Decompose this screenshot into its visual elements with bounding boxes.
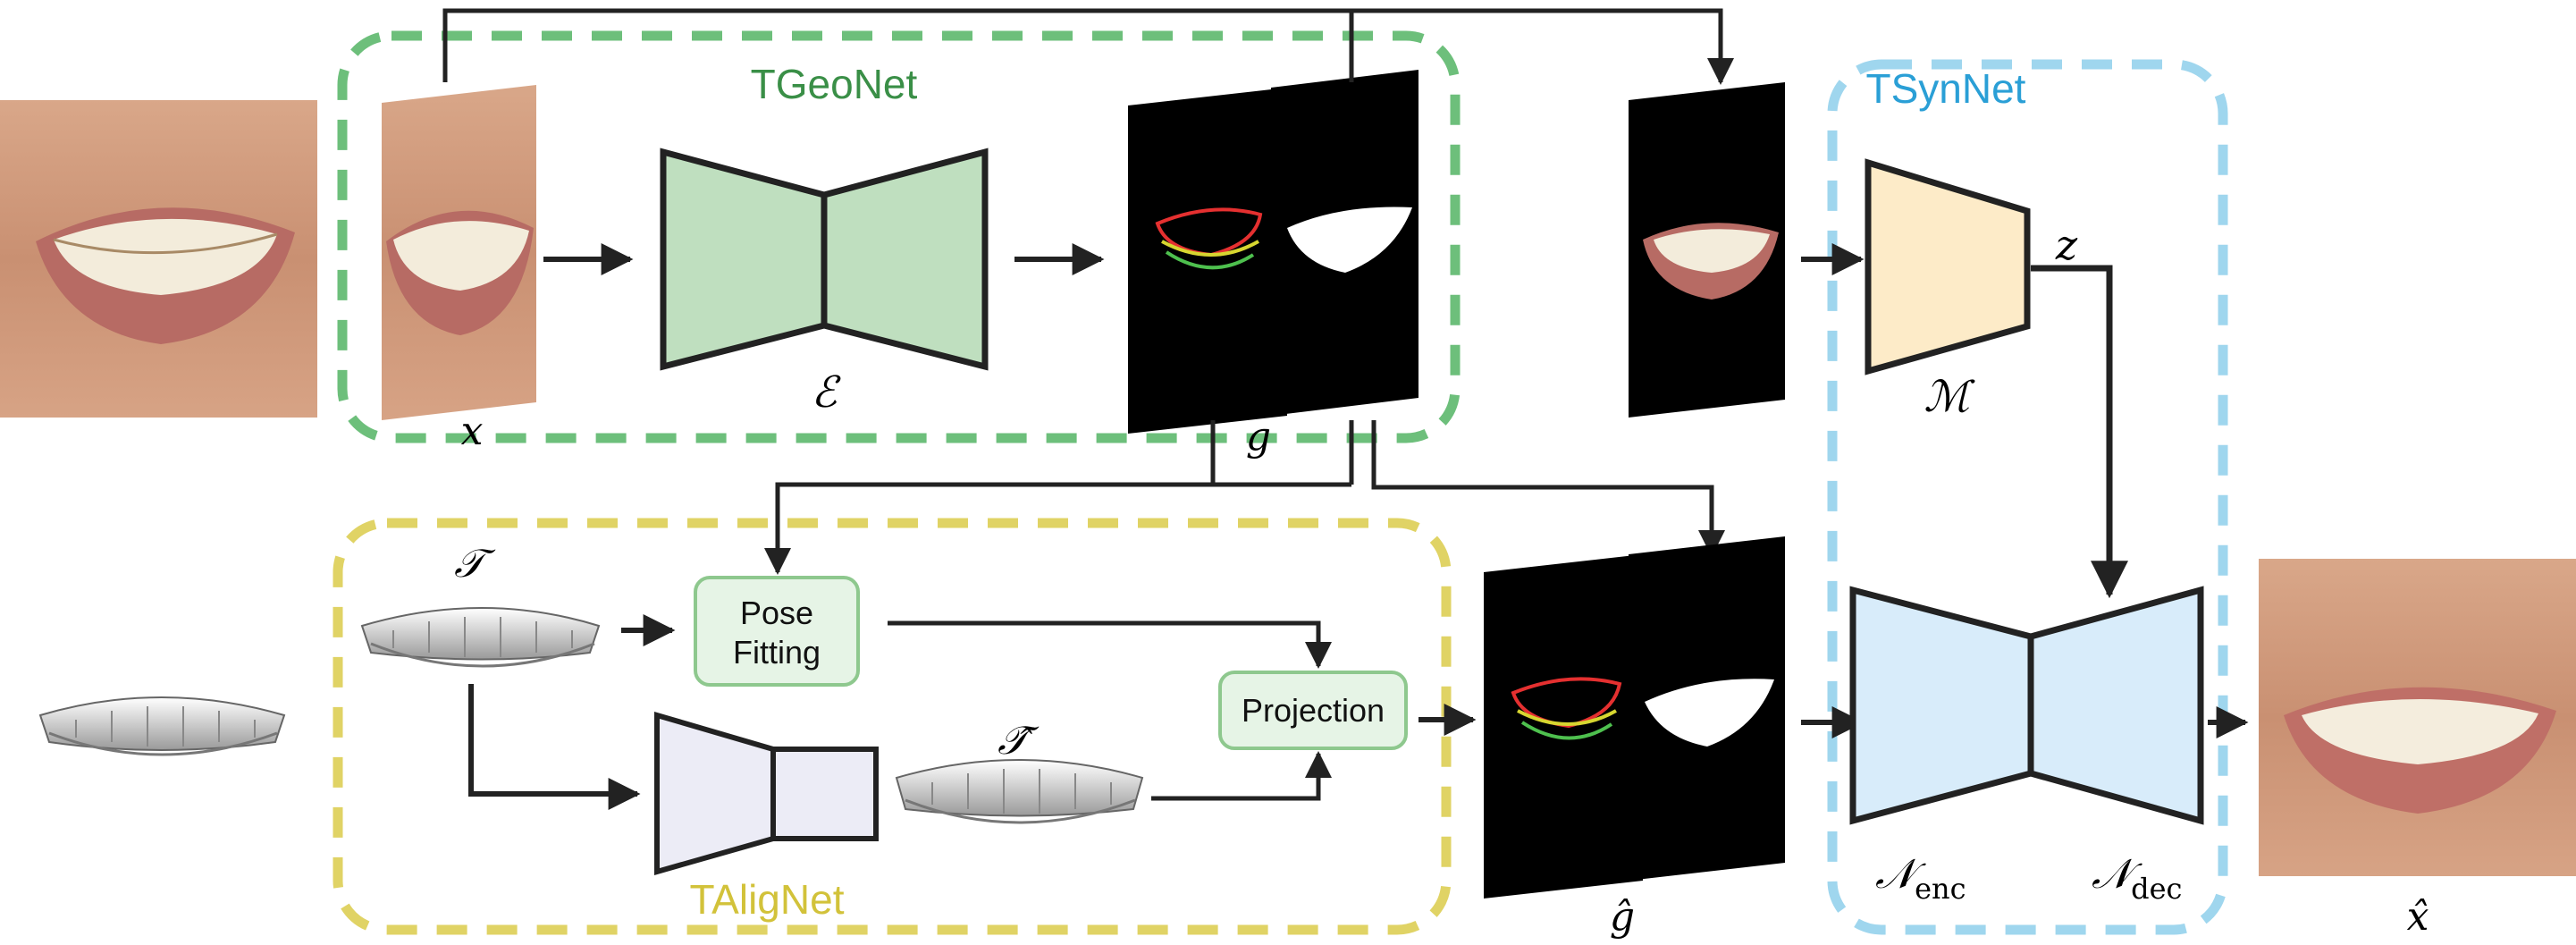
projection-label: Projection [1242, 692, 1385, 729]
symbol-z: z [2055, 221, 2078, 269]
symbol-tau: 𝒯 [454, 541, 496, 586]
arrow-tau-to-align [468, 684, 641, 810]
arrow-pose-to-projection [888, 620, 1332, 669]
teeth-model-left [38, 696, 286, 756]
geometry-panels-g [1128, 70, 1418, 434]
align-decoder-block [770, 747, 879, 841]
symbol-mapper: ℳ [1924, 372, 1975, 422]
output-face-photo [2259, 559, 2576, 876]
mapper-m [1865, 158, 2031, 375]
teeth-model-t [360, 607, 601, 668]
arrow-g-to-pose [764, 482, 1351, 575]
arrow-tau-hat-to-projection [1151, 751, 1332, 801]
teeth-model-t-hat [895, 759, 1144, 824]
symbol-x-hat: x̂ [2407, 894, 2429, 940]
arrow-g-to-ghat [1371, 420, 1725, 557]
pose-fitting-label-2: Fitting [733, 634, 821, 671]
symbol-encoder: ℰ [811, 367, 841, 418]
symbol-tau-hat: 𝒯̂ [998, 718, 1040, 764]
arrow-z-to-decoder [2031, 265, 2128, 599]
synth-network-n [1849, 586, 2204, 825]
mouth-crop-x [382, 85, 536, 420]
tsynnet-frame [1827, 59, 2228, 935]
align-encoder [654, 711, 776, 875]
symbol-n-dec: 𝒩dec [2092, 849, 2182, 906]
arrow-x-to-masked [442, 8, 1734, 85]
projection-box [1218, 671, 1408, 750]
talignet-label: TAligNet [690, 876, 845, 923]
geometry-panels-g-hat [1484, 536, 1785, 899]
symbol-x: x [461, 409, 484, 454]
n-enc-sub: enc [1915, 872, 1966, 906]
symbol-g-hat: ĝ [1610, 894, 1635, 940]
pose-fitting-label-1: Pose [740, 595, 813, 631]
symbol-g: g [1246, 414, 1271, 460]
tsynnet-label: TSynNet [1866, 65, 2026, 112]
input-face-photo [0, 100, 317, 418]
tgeonet-frame [337, 30, 1461, 443]
pose-fitting-box [694, 576, 860, 687]
symbol-n-enc: 𝒩enc [1875, 849, 1966, 906]
masked-mouth-panel [1629, 82, 1785, 418]
tgeonet-label: TGeoNet [751, 61, 918, 107]
n-dec-sub: dec [2131, 872, 2182, 906]
talignet-frame [333, 518, 1452, 935]
